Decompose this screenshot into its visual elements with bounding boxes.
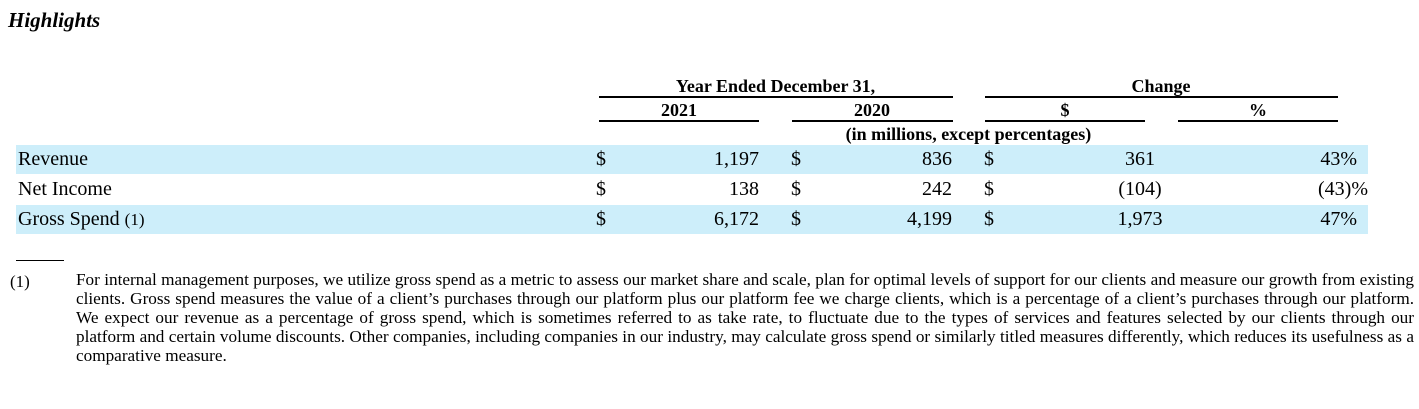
- currency-2020: $: [791, 178, 801, 200]
- row-label-text: Gross Spend: [18, 208, 120, 230]
- row-label: Net Income: [18, 178, 112, 200]
- change-group-rule: [985, 96, 1338, 98]
- value-2020: 4,199: [907, 208, 952, 230]
- col-2021-header: 2021: [661, 100, 697, 120]
- value-2021: 138: [729, 178, 759, 200]
- col-2021-rule: [599, 120, 759, 122]
- year-group-header: Year Ended December 31,: [675, 76, 876, 96]
- table-row-net-income: Net Income $ 138 $ 242 $ (104) (43)%: [16, 175, 1368, 204]
- row-label: Gross Spend (1): [18, 205, 145, 234]
- footnote-reference: (1): [124, 210, 145, 229]
- col-2020-header: 2020: [854, 100, 890, 120]
- value-change: 1,973: [1117, 208, 1163, 230]
- currency-change: $: [984, 178, 994, 200]
- value-change-pct: (43)%: [1318, 178, 1368, 200]
- value-2021: 1,197: [714, 148, 759, 170]
- currency-2021: $: [596, 178, 606, 200]
- footnote-text: For internal management purposes, we uti…: [76, 270, 1414, 365]
- value-change: 361: [1125, 148, 1155, 170]
- units-note: (in millions, except percentages): [845, 124, 1092, 144]
- value-change-pct: 43%: [1320, 148, 1357, 170]
- value-2020: 836: [922, 148, 952, 170]
- change-group-header: Change: [1131, 76, 1191, 96]
- value-change-pct: 47%: [1320, 208, 1357, 230]
- col-change-dollar-header: $: [1060, 100, 1070, 120]
- section-title: Highlights: [8, 8, 101, 32]
- col-change-pct-rule: [1178, 120, 1338, 122]
- value-change: (104): [1118, 178, 1162, 200]
- currency-change: $: [984, 148, 994, 170]
- value-2021: 6,172: [714, 208, 759, 230]
- currency-2021: $: [596, 148, 606, 170]
- footnote-marker: (1): [10, 272, 30, 291]
- footnote-divider: [16, 260, 64, 261]
- col-2020-rule: [792, 120, 953, 122]
- col-change-pct-header: %: [1249, 100, 1267, 120]
- row-label: Revenue: [18, 148, 88, 170]
- year-group-rule: [599, 96, 953, 98]
- value-2020: 242: [922, 178, 952, 200]
- table-row-gross-spend: Gross Spend (1) $ 6,172 $ 4,199 $ 1,973 …: [16, 205, 1368, 234]
- currency-2021: $: [596, 208, 606, 230]
- col-change-dollar-rule: [985, 120, 1145, 122]
- table-row-revenue: Revenue $ 1,197 $ 836 $ 361 43%: [16, 145, 1368, 174]
- currency-2020: $: [791, 148, 801, 170]
- currency-2020: $: [791, 208, 801, 230]
- currency-change: $: [984, 208, 994, 230]
